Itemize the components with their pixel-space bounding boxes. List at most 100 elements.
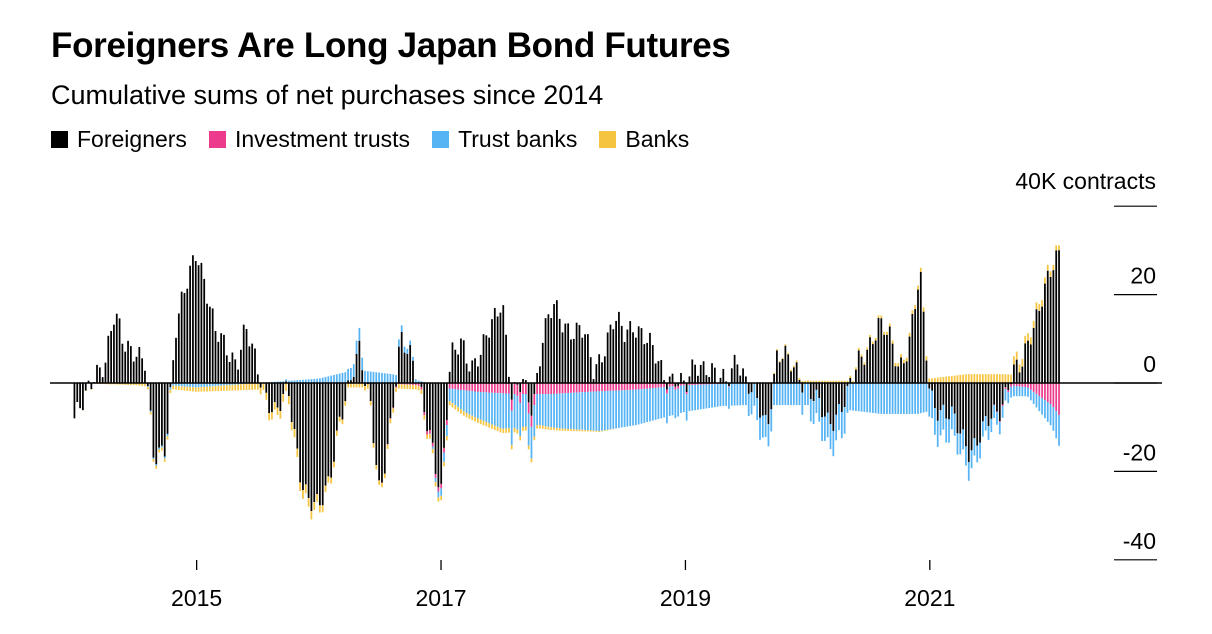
bar-segment bbox=[330, 375, 333, 383]
bar-segment bbox=[149, 383, 152, 411]
bar-segment bbox=[558, 393, 561, 429]
bar-segment bbox=[225, 383, 228, 386]
bar-segment bbox=[434, 481, 437, 487]
bar-segment bbox=[668, 376, 671, 383]
bar-segment bbox=[79, 383, 81, 409]
bar-segment bbox=[970, 383, 973, 451]
bar-segment bbox=[922, 307, 925, 312]
bar-segment bbox=[558, 318, 561, 383]
legend-swatch-trust-banks bbox=[432, 131, 450, 148]
bar-segment bbox=[730, 368, 733, 383]
bar-segment bbox=[812, 380, 815, 383]
bar-segment bbox=[175, 383, 177, 386]
bar-segment bbox=[849, 375, 852, 378]
bar-segment bbox=[931, 378, 933, 383]
bar-segment bbox=[355, 353, 358, 383]
bar-segment bbox=[1038, 310, 1041, 383]
bar-segment bbox=[431, 383, 434, 443]
bar-segment bbox=[663, 387, 665, 418]
bar-segment bbox=[807, 383, 809, 406]
bar-segment bbox=[685, 383, 688, 393]
bar-segment bbox=[366, 371, 369, 383]
bar-segment bbox=[462, 340, 465, 383]
bar-segment bbox=[1007, 389, 1010, 393]
bar-segment bbox=[722, 383, 725, 406]
bar-segment bbox=[550, 383, 553, 395]
bar-segment bbox=[855, 367, 857, 370]
bar-segment bbox=[386, 444, 389, 449]
bar-segment bbox=[513, 427, 516, 433]
bar-segment bbox=[682, 380, 685, 383]
bar-segment bbox=[984, 383, 987, 416]
bar-segment bbox=[934, 377, 936, 383]
bar-segment bbox=[200, 262, 203, 383]
bar-segment bbox=[98, 367, 101, 383]
bar-segment bbox=[527, 383, 530, 403]
bar-segment bbox=[553, 383, 555, 394]
bar-segment bbox=[217, 341, 220, 383]
bar-segment bbox=[1001, 404, 1004, 406]
bar-segment bbox=[527, 413, 530, 446]
bar-segment bbox=[242, 384, 245, 391]
bar-segment bbox=[313, 383, 316, 503]
bar-segment bbox=[462, 390, 465, 412]
bar-segment bbox=[330, 477, 333, 484]
bar-segment bbox=[855, 369, 857, 383]
bar-segment bbox=[801, 392, 804, 415]
bar-segment bbox=[544, 394, 547, 427]
bar-segment bbox=[950, 406, 953, 430]
bar-segment bbox=[561, 332, 564, 383]
bar-segment bbox=[544, 383, 547, 395]
bar-segment bbox=[1004, 387, 1007, 389]
bar-segment bbox=[934, 408, 936, 435]
legend-item-banks: Banks bbox=[599, 126, 689, 153]
bar-segment bbox=[730, 383, 733, 406]
bar-segment bbox=[637, 326, 640, 383]
bar-segment bbox=[307, 498, 310, 507]
bar-segment bbox=[914, 309, 917, 383]
bar-segment bbox=[414, 379, 417, 383]
y-tick-label: 20 bbox=[1130, 263, 1156, 289]
x-axis: 2015 2017 2019 2021 bbox=[171, 560, 955, 611]
bar-segment bbox=[434, 477, 437, 482]
bar-segment bbox=[488, 337, 491, 383]
bar-segment bbox=[1032, 327, 1035, 383]
bar-segment bbox=[713, 367, 716, 383]
bar-segment bbox=[392, 407, 395, 409]
bar-segment bbox=[299, 379, 302, 383]
bar-segment bbox=[965, 374, 967, 383]
chart-subtitle: Cumulative sums of net purchases since 2… bbox=[51, 80, 604, 110]
bar-segment bbox=[330, 383, 333, 478]
bar-segment bbox=[462, 383, 465, 391]
bar-segment bbox=[764, 383, 767, 415]
bar-segment bbox=[832, 430, 835, 457]
bar-segment bbox=[327, 376, 330, 383]
bar-segment bbox=[832, 380, 835, 383]
bar-segment bbox=[302, 379, 304, 383]
bar-segment bbox=[434, 473, 437, 478]
bar-segment bbox=[1013, 385, 1015, 397]
bar-segment bbox=[832, 383, 835, 431]
bar-segment bbox=[767, 383, 770, 425]
bar-segment bbox=[618, 311, 620, 383]
bar-segment bbox=[987, 383, 990, 426]
bar-segment bbox=[389, 373, 392, 383]
bar-segment bbox=[420, 381, 423, 383]
bar-segment bbox=[589, 430, 592, 432]
bar-segment bbox=[846, 383, 849, 386]
bar-segment bbox=[276, 407, 279, 416]
bar-segment bbox=[392, 408, 395, 413]
bar-segment bbox=[115, 383, 118, 385]
bar-segment bbox=[282, 393, 285, 402]
bar-segment bbox=[691, 383, 694, 385]
bar-segment bbox=[894, 383, 897, 414]
bar-segment bbox=[420, 386, 423, 390]
bar-segment bbox=[812, 383, 815, 402]
bar-segment bbox=[640, 328, 643, 383]
bar-segment bbox=[843, 383, 846, 408]
bar-segment bbox=[795, 383, 798, 406]
bar-segment bbox=[970, 374, 973, 383]
bar-segment bbox=[798, 383, 801, 406]
bar-segment bbox=[584, 429, 586, 432]
bar-segment bbox=[321, 383, 324, 506]
